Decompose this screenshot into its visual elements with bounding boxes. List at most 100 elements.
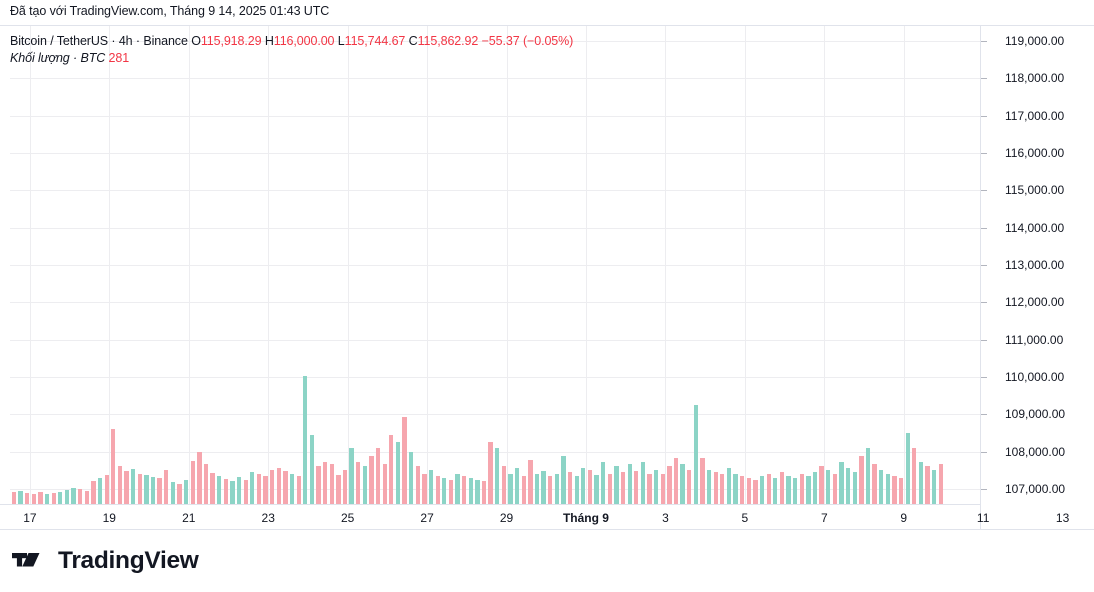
volume-bar bbox=[667, 466, 672, 504]
volume-bar bbox=[170, 482, 176, 504]
volume-bar bbox=[336, 475, 341, 504]
time-tick-label: Tháng 9 bbox=[562, 511, 609, 525]
volume-bar bbox=[382, 464, 387, 504]
volume-bar bbox=[18, 491, 23, 504]
grid-line-vertical bbox=[665, 26, 667, 504]
volume-bar bbox=[733, 474, 738, 504]
price-tick-dash bbox=[981, 265, 987, 266]
volume-bar bbox=[230, 481, 235, 504]
volume-bar bbox=[369, 456, 374, 504]
volume-bar bbox=[779, 472, 785, 504]
volume-bar bbox=[289, 474, 295, 504]
tradingview-wordmark: TradingView bbox=[58, 547, 199, 574]
volume-bar bbox=[197, 452, 202, 504]
price-axis[interactable]: 119,000.00 118,000.00 117,000.00 116,000.00… bbox=[980, 26, 1094, 530]
price-tick-dash bbox=[981, 377, 987, 379]
volume-bar bbox=[912, 448, 917, 504]
volume-bar bbox=[164, 470, 169, 504]
grid-line-vertical bbox=[427, 26, 429, 504]
volume-bar bbox=[111, 428, 116, 504]
time-tick-label: 5 bbox=[741, 511, 749, 525]
volume-bar bbox=[409, 452, 414, 504]
volume-bar bbox=[322, 462, 328, 504]
volume-bar bbox=[25, 493, 30, 504]
volume-bar bbox=[190, 461, 195, 504]
price-tick-dash bbox=[981, 190, 987, 192]
volume-bar bbox=[554, 474, 559, 504]
volume-bar bbox=[243, 480, 248, 504]
volume-bar bbox=[210, 473, 215, 504]
grid-line-horizontal bbox=[10, 40, 980, 42]
volume-bar bbox=[462, 476, 467, 504]
grid-line-vertical bbox=[29, 26, 31, 504]
price-tick-dash bbox=[981, 451, 987, 453]
time-tick-label: 7 bbox=[820, 511, 828, 525]
volume-bar bbox=[740, 476, 745, 504]
grid-line-horizontal bbox=[10, 115, 980, 117]
volume-bar bbox=[938, 464, 943, 504]
volume-bar bbox=[925, 466, 930, 504]
volume-bar bbox=[693, 404, 698, 504]
volume-bar bbox=[905, 432, 910, 504]
price-tick-label: 114,000.00 bbox=[1005, 220, 1065, 235]
volume-bar bbox=[91, 481, 96, 504]
volume-bar bbox=[879, 470, 884, 504]
grid-line-vertical bbox=[347, 26, 349, 504]
footer: TradingView bbox=[0, 530, 1094, 592]
volume-bar bbox=[581, 468, 586, 504]
volume-bar bbox=[84, 491, 89, 504]
time-tick-label: 27 bbox=[420, 511, 434, 525]
volume-bar bbox=[786, 476, 791, 504]
volume-bar bbox=[587, 470, 593, 504]
volume-bar bbox=[759, 476, 765, 504]
volume-bar bbox=[435, 476, 440, 504]
volume-bar bbox=[865, 448, 871, 504]
volume-bar bbox=[614, 466, 619, 504]
volume-bar bbox=[375, 448, 381, 504]
volume-bar bbox=[296, 476, 301, 504]
price-tick-label: 118,000.00 bbox=[1005, 71, 1065, 86]
volume-bar bbox=[521, 476, 526, 504]
grid-line-vertical bbox=[824, 26, 826, 504]
chart-plot-area[interactable] bbox=[10, 26, 980, 504]
volume-bar bbox=[832, 474, 838, 504]
volume-bar bbox=[71, 488, 76, 504]
volume-bar bbox=[673, 458, 679, 504]
volume-bar bbox=[481, 481, 487, 504]
volume-bar bbox=[660, 474, 665, 504]
volume-bar bbox=[137, 474, 142, 504]
tradingview-logo[interactable]: TradingView bbox=[12, 547, 199, 575]
time-tick-label: 9 bbox=[900, 511, 908, 525]
price-tick-dash bbox=[981, 339, 987, 341]
volume-bar bbox=[601, 462, 606, 504]
volume-bar bbox=[892, 476, 897, 504]
price-tick-dash bbox=[981, 40, 987, 42]
grid-line-horizontal bbox=[10, 414, 980, 416]
volume-bar bbox=[495, 448, 500, 504]
price-tick-dash bbox=[981, 489, 987, 491]
time-tick-label: 23 bbox=[261, 511, 275, 525]
volume-bar bbox=[700, 458, 705, 504]
volume-bar bbox=[11, 492, 17, 504]
volume-bar bbox=[706, 470, 712, 504]
price-tick-dash bbox=[981, 414, 987, 416]
volume-bar bbox=[839, 462, 844, 504]
time-tick-label: 21 bbox=[182, 511, 196, 525]
volume-bar bbox=[766, 474, 771, 504]
price-tick-label: 110,000.00 bbox=[1005, 370, 1065, 385]
volume-bar bbox=[885, 474, 890, 504]
volume-bar bbox=[223, 479, 228, 504]
volume-bar bbox=[442, 478, 447, 504]
grid-line-vertical bbox=[744, 26, 746, 504]
price-tick-label: 112,000.00 bbox=[1005, 295, 1065, 310]
grid-line-vertical bbox=[585, 26, 587, 504]
time-tick-label: 3 bbox=[662, 511, 669, 525]
volume-bar bbox=[812, 472, 818, 504]
volume-bar bbox=[852, 472, 857, 504]
volume-bar bbox=[428, 470, 434, 504]
grid-line-vertical bbox=[903, 26, 905, 504]
price-tick-label: 113,000.00 bbox=[1005, 258, 1065, 272]
volume-bar bbox=[316, 466, 321, 504]
price-tick-label: 119,000.00 bbox=[1005, 33, 1065, 48]
